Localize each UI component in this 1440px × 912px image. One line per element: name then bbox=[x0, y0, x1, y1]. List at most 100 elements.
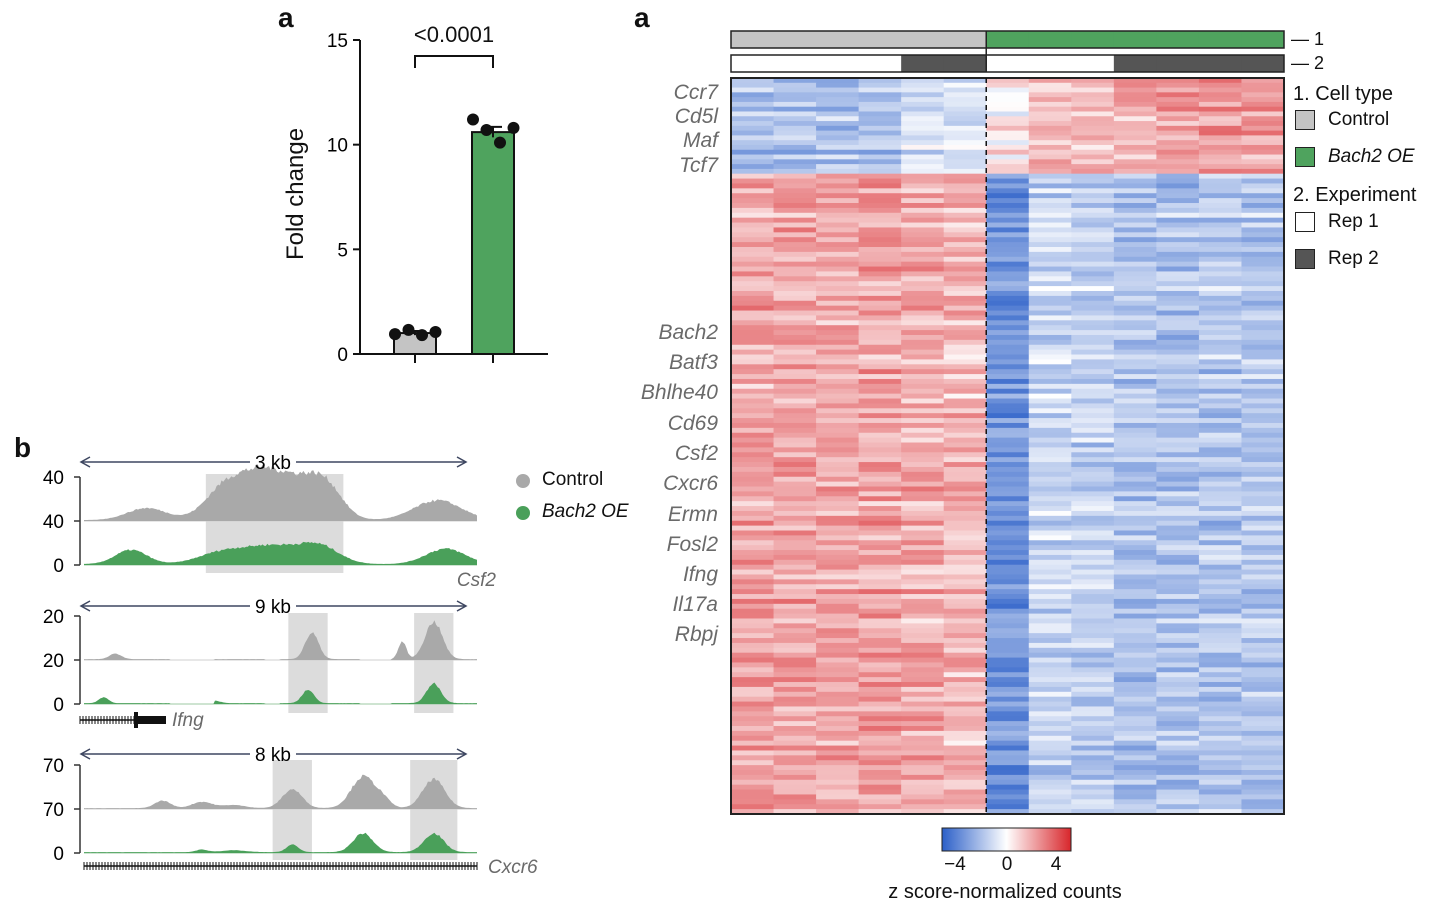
heatmap-cell bbox=[858, 799, 902, 805]
heatmap-cell bbox=[986, 667, 1030, 673]
heatmap-cell bbox=[1198, 135, 1242, 141]
heatmap-cell bbox=[943, 745, 987, 751]
heatmap-cell bbox=[1071, 794, 1115, 800]
heatmap-cell bbox=[731, 378, 775, 385]
heatmap-cell bbox=[1028, 315, 1072, 321]
heatmap-cell bbox=[1241, 691, 1285, 698]
heatmap-cell bbox=[1241, 188, 1285, 194]
heatmap-cell bbox=[1241, 106, 1285, 112]
heatmap-cell bbox=[1071, 598, 1115, 605]
heatmap-cell bbox=[1113, 281, 1157, 287]
track-y-tick-label: 20 bbox=[43, 651, 64, 672]
heatmap-cell bbox=[1198, 149, 1242, 156]
heatmap-cell bbox=[901, 427, 945, 434]
heatmap-cell bbox=[1071, 140, 1115, 146]
heatmap-cell bbox=[731, 540, 775, 546]
heatmap-cell bbox=[986, 515, 1030, 522]
heatmap-cell bbox=[1198, 745, 1242, 751]
heatmap-cell bbox=[1028, 677, 1072, 683]
heatmap-cell bbox=[1198, 525, 1242, 531]
heatmap-cell bbox=[1241, 677, 1285, 683]
heatmap-cell bbox=[943, 530, 987, 536]
heatmap-cell bbox=[1028, 92, 1072, 98]
heatmap-cell bbox=[901, 135, 945, 141]
heatmap-cell bbox=[1198, 310, 1242, 316]
heatmap-cell bbox=[986, 227, 1030, 233]
heatmap-cell bbox=[901, 111, 945, 117]
heatmap-cell bbox=[986, 178, 1030, 184]
heatmap-cell bbox=[1071, 584, 1115, 590]
heatmap-cell bbox=[1028, 447, 1072, 453]
heatmap-cell bbox=[731, 359, 775, 365]
heatmap-cell bbox=[1071, 452, 1115, 458]
heatmap-cell bbox=[1198, 633, 1242, 639]
heatmap-cell bbox=[1071, 144, 1115, 151]
heatmap-cell bbox=[901, 183, 945, 189]
heatmap-cell bbox=[1028, 116, 1072, 122]
span-label: 3 kb bbox=[255, 453, 291, 474]
heatmap-cell bbox=[1241, 579, 1285, 585]
heatmap-cell bbox=[858, 628, 902, 634]
heatmap-cell bbox=[1198, 222, 1242, 228]
heatmap-cell bbox=[1113, 164, 1157, 170]
heatmap-cell bbox=[773, 809, 817, 815]
heatmap-cell bbox=[986, 168, 1030, 175]
heatmap-cell bbox=[773, 403, 817, 409]
heatmap-cell bbox=[1113, 261, 1157, 268]
heatmap-cell bbox=[1028, 154, 1072, 160]
heatmap-cell bbox=[773, 794, 817, 800]
heatmap-cell bbox=[1198, 618, 1242, 624]
heatmap-cell bbox=[773, 589, 817, 595]
heatmap-cell bbox=[1156, 149, 1200, 156]
heatmap-cell bbox=[1071, 686, 1115, 693]
heatmap-cell bbox=[1071, 745, 1115, 751]
heatmap-cell bbox=[1028, 349, 1072, 356]
heatmap-cell bbox=[1113, 476, 1157, 483]
heatmap-cell bbox=[1241, 520, 1285, 527]
heatmap-cell bbox=[816, 765, 860, 771]
heatmap-cell bbox=[858, 471, 902, 478]
heatmap-cell bbox=[1113, 794, 1157, 800]
heatmap-cell bbox=[858, 271, 902, 277]
heatmap-cell bbox=[1198, 217, 1242, 224]
heatmap-cell bbox=[1241, 545, 1285, 551]
heatmap-cell bbox=[1028, 383, 1072, 390]
heatmap-cell bbox=[858, 774, 902, 781]
heatmap-cell bbox=[986, 364, 1030, 370]
heatmap-cell bbox=[858, 691, 902, 698]
heatmap-cell bbox=[1241, 442, 1285, 448]
experiment-annotation bbox=[901, 55, 945, 72]
heatmap-cell bbox=[1113, 320, 1157, 326]
heatmap-cell bbox=[986, 691, 1030, 698]
heatmap-cell bbox=[986, 540, 1030, 546]
heatmap-cell bbox=[1028, 198, 1072, 204]
heatmap-cell bbox=[773, 207, 817, 214]
heatmap-cell bbox=[1071, 774, 1115, 781]
heatmap-cell bbox=[1028, 442, 1072, 448]
heatmap-cell bbox=[816, 246, 860, 253]
heatmap-cell bbox=[1071, 276, 1115, 282]
heatmap-cell bbox=[858, 613, 902, 619]
heatmap-cell bbox=[1113, 92, 1157, 98]
heatmap-cell bbox=[773, 217, 817, 224]
control-signal bbox=[84, 464, 477, 521]
heatmap-cell bbox=[1028, 540, 1072, 546]
heatmap-cell bbox=[1241, 154, 1285, 160]
heatmap-cell bbox=[858, 246, 902, 253]
heatmap-cell bbox=[986, 784, 1030, 791]
heatmap-cell bbox=[1071, 398, 1115, 404]
heatmap-cell bbox=[901, 144, 945, 151]
heatmap-cell bbox=[858, 686, 902, 693]
heatmap-cell bbox=[1241, 339, 1285, 346]
heatmap-cell bbox=[943, 271, 987, 277]
heatmap-cell bbox=[1071, 198, 1115, 204]
heatmap-cell bbox=[901, 506, 945, 512]
heatmap-cell bbox=[986, 457, 1030, 463]
heatmap-cell bbox=[1156, 525, 1200, 531]
heatmap-cell bbox=[901, 310, 945, 316]
heatmap-cell bbox=[1113, 344, 1157, 351]
heatmap-cell bbox=[1198, 564, 1242, 571]
heatmap-cell bbox=[1028, 579, 1072, 585]
heatmap-cell bbox=[901, 242, 945, 248]
